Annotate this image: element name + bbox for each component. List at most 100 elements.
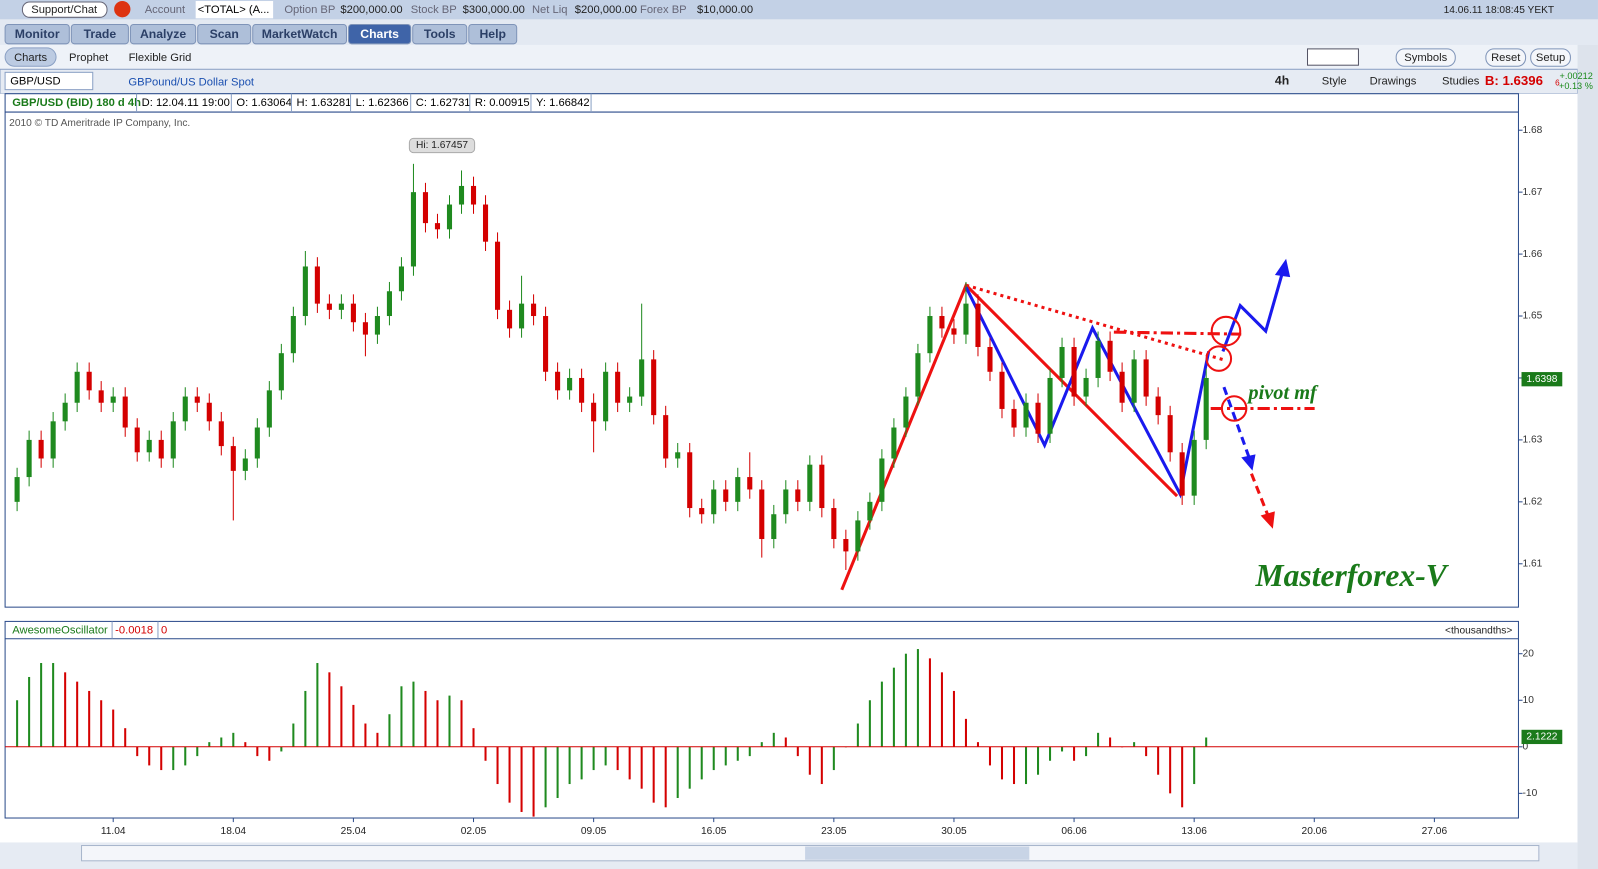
button[interactable] <box>1530 48 1571 67</box>
subtab-label[interactable]: Flexible Grid <box>129 52 192 64</box>
y-tick-label: 10 <box>1523 695 1535 706</box>
aggregation[interactable]: 4h <box>1275 74 1289 88</box>
studies-menu[interactable]: Studies <box>1442 75 1480 87</box>
oscillator-bar <box>64 672 67 747</box>
change-pct: +0.13 % <box>1559 81 1593 91</box>
button-label[interactable]: Setup <box>1536 52 1565 64</box>
symbol[interactable]: GBP/USD <box>10 75 60 87</box>
candle-body <box>759 489 765 540</box>
candle-body <box>903 396 909 428</box>
oscillator-header-value: -0.0018 <box>115 625 153 637</box>
candle-body <box>1167 415 1173 453</box>
oscillator-bar <box>904 653 907 747</box>
support-label[interactable]: Support/Chat <box>31 4 98 16</box>
x-tick-label: 25.04 <box>341 826 367 837</box>
style-menu[interactable]: Style <box>1322 75 1347 87</box>
red-dashdot-line <box>1113 330 1242 336</box>
drawings-menu[interactable]: Drawings <box>1370 75 1417 87</box>
bid-fraction: 6 <box>1555 79 1560 88</box>
oscillator-bar <box>1073 746 1076 761</box>
tab[interactable] <box>197 23 252 45</box>
oscillator-bar <box>628 746 631 780</box>
tab[interactable] <box>70 23 129 45</box>
oscillator-bar <box>1205 737 1208 747</box>
y-tick-label: 1.61 <box>1523 558 1543 569</box>
candle-body <box>927 316 933 354</box>
alert-icon[interactable] <box>114 1 131 18</box>
blue-projection <box>1221 266 1286 352</box>
oscillator-bar <box>448 695 451 747</box>
info-cell: H: 1.63281 <box>297 97 352 109</box>
tab[interactable] <box>412 23 468 45</box>
account-box[interactable] <box>195 1 274 19</box>
tab-label[interactable]: MarketWatch <box>262 27 338 41</box>
oscillator-bar <box>820 746 823 785</box>
oscillator-bar <box>124 728 127 747</box>
tab-label[interactable]: Monitor <box>15 27 60 41</box>
candle-body <box>86 371 92 391</box>
symbol-box[interactable] <box>4 71 94 91</box>
candle-body <box>374 316 380 335</box>
scroll-thumb[interactable] <box>805 846 1030 860</box>
x-tick-label: 30.05 <box>941 826 967 837</box>
subtab-label[interactable]: Charts <box>14 52 47 64</box>
oscillator-bar <box>508 746 511 803</box>
candle-body <box>1035 402 1041 434</box>
tab-label[interactable]: Analyze <box>140 27 186 41</box>
candle-body <box>242 458 248 471</box>
tab[interactable] <box>348 23 412 45</box>
vertical-scrollbar[interactable] <box>1577 44 1598 869</box>
candle-body <box>266 390 272 428</box>
oscillator-bar <box>352 704 355 747</box>
candle-body <box>567 377 573 391</box>
candle-body <box>771 514 777 540</box>
change: +.00212 <box>1559 71 1592 81</box>
candle-body <box>38 439 44 459</box>
blue-arrow-down <box>1241 454 1256 471</box>
candle-body <box>482 204 489 242</box>
button-label[interactable]: Reset <box>1491 52 1521 64</box>
info-cell: R: 0.00915 <box>475 97 530 109</box>
button[interactable] <box>1395 48 1456 67</box>
candle-body <box>1203 377 1209 440</box>
button-label[interactable]: Symbols <box>1404 52 1447 64</box>
oscillator-bar <box>208 742 211 747</box>
candle-body <box>663 415 669 459</box>
oscillator-name: AwesomeOscillator <box>12 625 108 637</box>
tab-label[interactable]: Scan <box>210 27 239 41</box>
candle-body <box>182 396 188 422</box>
blue-arrow-up <box>1274 258 1291 278</box>
oscillator-bar <box>892 667 895 747</box>
candle-body <box>603 371 609 422</box>
tab-label[interactable]: Help <box>479 27 505 41</box>
candle-body <box>1047 377 1053 434</box>
tab[interactable] <box>468 23 518 45</box>
oscillator-bar <box>580 746 583 780</box>
oscillator-bar <box>616 746 619 771</box>
oscillator-bar <box>544 746 547 808</box>
tab[interactable] <box>252 23 348 45</box>
oscillator-bar <box>28 676 31 747</box>
red-arrow-down <box>1260 511 1275 529</box>
blue-pattern-line <box>964 286 1211 499</box>
tab-label[interactable]: Charts <box>360 27 399 41</box>
tab-label[interactable]: Trade <box>84 27 117 41</box>
candle-body <box>206 402 212 422</box>
oscillator-bar <box>52 663 55 747</box>
support-button[interactable] <box>21 1 108 18</box>
oscillator-bar <box>676 746 679 799</box>
subtab-active[interactable] <box>4 47 57 67</box>
subtab-label[interactable]: Prophet <box>69 52 109 64</box>
candle-body <box>218 421 224 447</box>
oscillator-bar <box>880 681 883 747</box>
tab[interactable] <box>129 23 197 45</box>
tab[interactable] <box>4 23 70 45</box>
candle-body <box>170 421 176 459</box>
tab-label[interactable]: Tools <box>424 27 456 41</box>
oscillator-bar <box>988 746 992 766</box>
oscillator-bar <box>712 746 715 771</box>
button[interactable] <box>1485 48 1527 67</box>
candle-body <box>735 477 741 502</box>
oscillator-bar <box>964 718 967 747</box>
symbol-input[interactable] <box>1306 48 1359 66</box>
